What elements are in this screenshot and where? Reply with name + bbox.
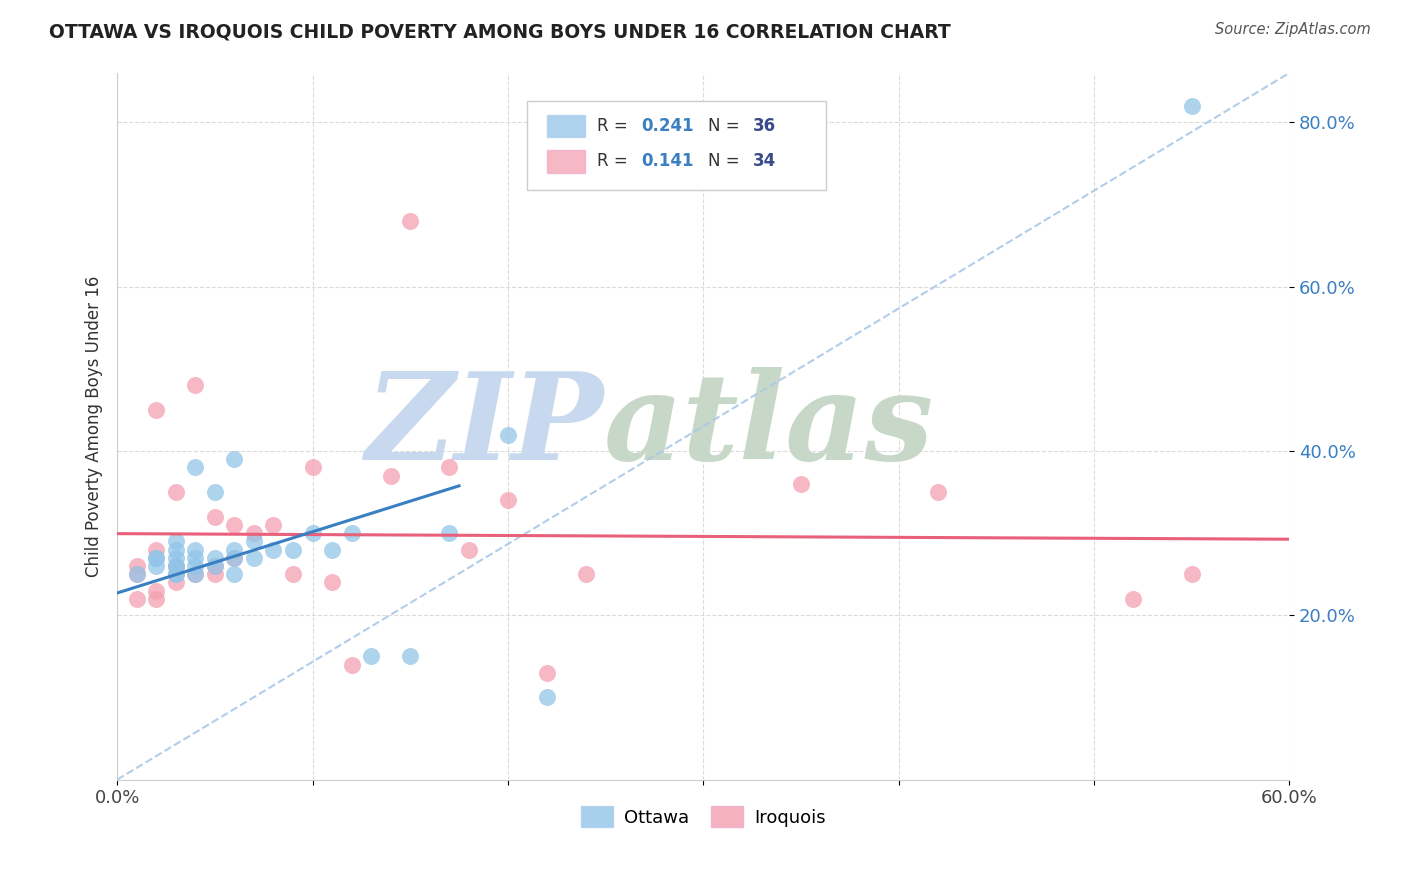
Point — [184, 550, 207, 565]
Point — [243, 550, 266, 565]
Text: 36: 36 — [752, 117, 776, 135]
Point — [575, 567, 598, 582]
Point — [301, 460, 323, 475]
Point — [125, 559, 148, 574]
Point — [184, 567, 207, 582]
Point — [204, 485, 226, 500]
Point — [165, 534, 187, 549]
Point — [321, 575, 343, 590]
Point — [184, 567, 207, 582]
Point — [457, 542, 479, 557]
Point — [204, 509, 226, 524]
Text: 0.241: 0.241 — [641, 117, 693, 135]
Point — [184, 460, 207, 475]
Point — [1122, 591, 1144, 606]
Point — [262, 517, 284, 532]
Point — [165, 567, 187, 582]
Point — [927, 485, 949, 500]
Point — [301, 526, 323, 541]
Point — [496, 493, 519, 508]
Point — [125, 591, 148, 606]
Point — [439, 526, 461, 541]
Point — [165, 559, 187, 574]
Point — [536, 665, 558, 680]
Text: 0.141: 0.141 — [641, 153, 693, 170]
Point — [281, 567, 304, 582]
Text: R =: R = — [596, 117, 633, 135]
Point — [224, 567, 246, 582]
Point — [145, 550, 167, 565]
Text: N =: N = — [707, 153, 745, 170]
Text: N =: N = — [707, 117, 745, 135]
Point — [204, 550, 226, 565]
Point — [380, 468, 402, 483]
Point — [243, 526, 266, 541]
Point — [184, 378, 207, 392]
Point — [165, 559, 187, 574]
Text: R =: R = — [596, 153, 633, 170]
Point — [165, 559, 187, 574]
Text: OTTAWA VS IROQUOIS CHILD POVERTY AMONG BOYS UNDER 16 CORRELATION CHART: OTTAWA VS IROQUOIS CHILD POVERTY AMONG B… — [49, 22, 950, 41]
Point — [145, 550, 167, 565]
Point — [145, 402, 167, 417]
Point — [224, 550, 246, 565]
Point — [340, 526, 363, 541]
Point — [790, 476, 813, 491]
Point — [204, 567, 226, 582]
Point — [145, 542, 167, 557]
Point — [224, 452, 246, 467]
Point — [360, 649, 382, 664]
Point — [536, 690, 558, 705]
Point — [1180, 99, 1202, 113]
Y-axis label: Child Poverty Among Boys Under 16: Child Poverty Among Boys Under 16 — [86, 276, 103, 577]
Point — [145, 559, 167, 574]
Point — [165, 485, 187, 500]
Point — [243, 534, 266, 549]
Point — [1180, 567, 1202, 582]
FancyBboxPatch shape — [547, 115, 585, 137]
Point — [439, 460, 461, 475]
Point — [165, 542, 187, 557]
Text: atlas: atlas — [603, 367, 934, 485]
Point — [204, 559, 226, 574]
Point — [399, 214, 422, 228]
Point — [224, 550, 246, 565]
Point — [125, 567, 148, 582]
Text: ZIP: ZIP — [366, 367, 603, 485]
Text: Source: ZipAtlas.com: Source: ZipAtlas.com — [1215, 22, 1371, 37]
Point — [496, 427, 519, 442]
Point — [184, 542, 207, 557]
Point — [165, 575, 187, 590]
FancyBboxPatch shape — [527, 102, 827, 190]
Legend: Ottawa, Iroquois: Ottawa, Iroquois — [574, 799, 832, 834]
Point — [204, 559, 226, 574]
Point — [224, 517, 246, 532]
Point — [145, 583, 167, 598]
Point — [145, 591, 167, 606]
Point — [340, 657, 363, 672]
Point — [281, 542, 304, 557]
Point — [165, 567, 187, 582]
Point — [321, 542, 343, 557]
Point — [125, 567, 148, 582]
Point — [165, 550, 187, 565]
Text: 34: 34 — [752, 153, 776, 170]
Point — [399, 649, 422, 664]
Point — [262, 542, 284, 557]
Point — [224, 542, 246, 557]
Point — [184, 559, 207, 574]
FancyBboxPatch shape — [547, 150, 585, 173]
